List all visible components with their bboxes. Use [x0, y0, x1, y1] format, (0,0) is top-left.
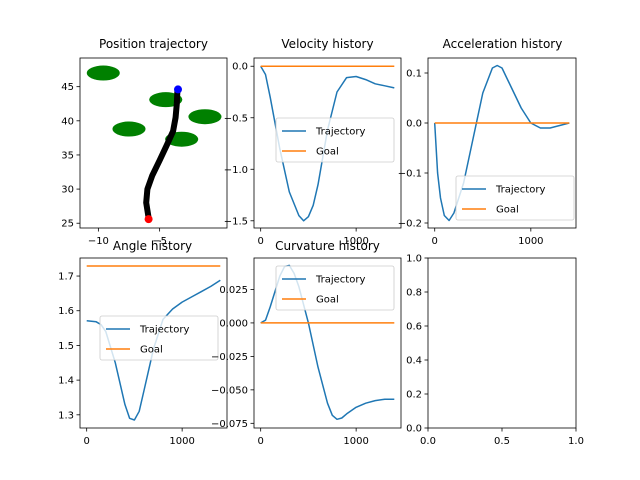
x-tick-label: 1000 [343, 436, 368, 447]
chart-title: Velocity history [281, 37, 373, 51]
curvature-plot: 0 1000 0.025 0.000 −0.025 −0.050 −0.075 Traject… [211, 257, 402, 447]
axes-frame [253, 257, 402, 429]
legend-label: Trajectory [495, 185, 545, 196]
trajectory-path [143, 87, 181, 221]
y-tick-label: −0.075 [211, 419, 248, 430]
position-plot: −10 −5 25 30 35 40 45 [61, 57, 228, 247]
series-line-trajectory [433, 64, 570, 222]
panel-acceleration: Acceleration history 0 1000 0.1 0.0 −0.1 −0.2… [398, 37, 577, 247]
chart-title: Curvature history [275, 239, 380, 253]
y-tick-label: 1.7 [58, 272, 74, 283]
legend: Trajectory Goal [455, 175, 575, 221]
end-point [174, 85, 182, 94]
plot-content [86, 65, 222, 224]
x-tick-label: 0 [83, 436, 89, 447]
x-tick-label: −5 [152, 236, 167, 247]
obstacle [86, 65, 120, 81]
y-tick-label: 35 [61, 150, 74, 161]
y-tick-label: 0.0 [406, 424, 422, 435]
panel-empty: 0.0 0.5 1.0 0.0 0.2 0.4 0.6 0.8 1.0 [406, 254, 584, 448]
y-tick-label: 0.6 [406, 322, 422, 333]
legend-label: Goal [496, 205, 519, 216]
y-tick-label: −0.1 [398, 169, 422, 180]
y-tick-label: 1.5 [58, 341, 74, 352]
y-tick-label: 0.8 [406, 288, 422, 299]
y-tick-label: −1.5 [224, 216, 248, 227]
y-tick-label: 0.000 [219, 318, 248, 329]
y-tick-label: 25 [61, 219, 74, 230]
y-tick-label: 1.4 [58, 376, 74, 387]
legend-label: Trajectory [139, 325, 189, 336]
x-tick-label: 0.5 [494, 436, 510, 447]
legend: Trajectory Goal [99, 315, 219, 361]
velocity-plot: 0 1000 0.0 −0.5 −1.0 −1.5 Trajectory Goal [224, 57, 402, 247]
x-tick-label: 1000 [518, 236, 543, 247]
legend: Trajectory Goal [275, 265, 395, 311]
y-tick-label: 0.2 [406, 390, 422, 401]
axes-frame [253, 57, 402, 229]
chart-title: Acceleration history [443, 37, 563, 51]
y-tick-label: 0.0 [406, 119, 422, 130]
chart-title: Position trajectory [99, 37, 208, 51]
y-tick-label: 45 [61, 82, 74, 93]
acceleration-plot: 0 1000 0.1 0.0 −0.1 −0.2 Trajectory Goal [398, 57, 577, 247]
y-tick-label: −0.5 [224, 113, 248, 124]
legend-label: Goal [316, 295, 339, 306]
y-tick-label: 0.0 [232, 62, 248, 73]
legend-label: Goal [140, 345, 163, 356]
y-tick-label: 1.6 [58, 306, 74, 317]
legend: Trajectory Goal [275, 117, 395, 163]
y-tick-label: 0.4 [406, 356, 422, 367]
y-tick-label: −1.0 [224, 165, 248, 176]
legend-label: Trajectory [315, 275, 365, 286]
y-tick-label: 1.3 [58, 410, 74, 421]
x-tick-label: 1000 [343, 236, 368, 247]
axes-frame [79, 57, 228, 229]
axes-frame [427, 57, 577, 229]
legend-label: Trajectory [315, 127, 365, 138]
y-tick-label: −0.050 [211, 385, 248, 396]
obstacle [188, 109, 222, 125]
x-tick-label: −10 [88, 236, 109, 247]
chart-title: Angle history [113, 239, 192, 253]
panel-angle: Angle history 0 1000 1.3 1.4 1.5 1.6 1.7 Trajec… [58, 239, 228, 447]
empty-plot: 0.0 0.5 1.0 0.0 0.2 0.4 0.6 0.8 1.0 [406, 254, 584, 448]
x-tick-label: 0.0 [420, 436, 436, 447]
panel-velocity: Velocity history 0 1000 0.0 −0.5 −1.0 −1.5 Tra… [224, 37, 402, 247]
start-point [144, 215, 153, 224]
x-tick-label: 1.0 [568, 436, 584, 447]
panel-position: Position trajectory −10 −5 25 30 35 40 45 [61, 37, 228, 247]
angle-plot: 0 1000 1.3 1.4 1.5 1.6 1.7 Trajectory Goal [58, 257, 228, 447]
x-tick-label: 1000 [169, 436, 194, 447]
plot-content [433, 64, 570, 222]
y-tick-label: −0.2 [398, 219, 422, 230]
obstacle [112, 121, 146, 137]
y-tick-label: 0.025 [219, 285, 248, 296]
panel-curvature: Curvature history 0 1000 0.025 0.000 −0.025 −… [211, 239, 402, 447]
y-tick-label: 30 [61, 185, 74, 196]
axes-frame [79, 257, 228, 429]
y-tick-label: 40 [61, 116, 74, 127]
y-tick-label: 1.0 [406, 254, 422, 265]
y-tick-label: 0.1 [406, 69, 422, 80]
y-tick-label: −0.025 [211, 352, 248, 363]
x-tick-label: 0 [257, 236, 263, 247]
x-tick-label: 0 [257, 436, 263, 447]
x-tick-label: 0 [432, 236, 438, 247]
legend-label: Goal [316, 147, 339, 158]
